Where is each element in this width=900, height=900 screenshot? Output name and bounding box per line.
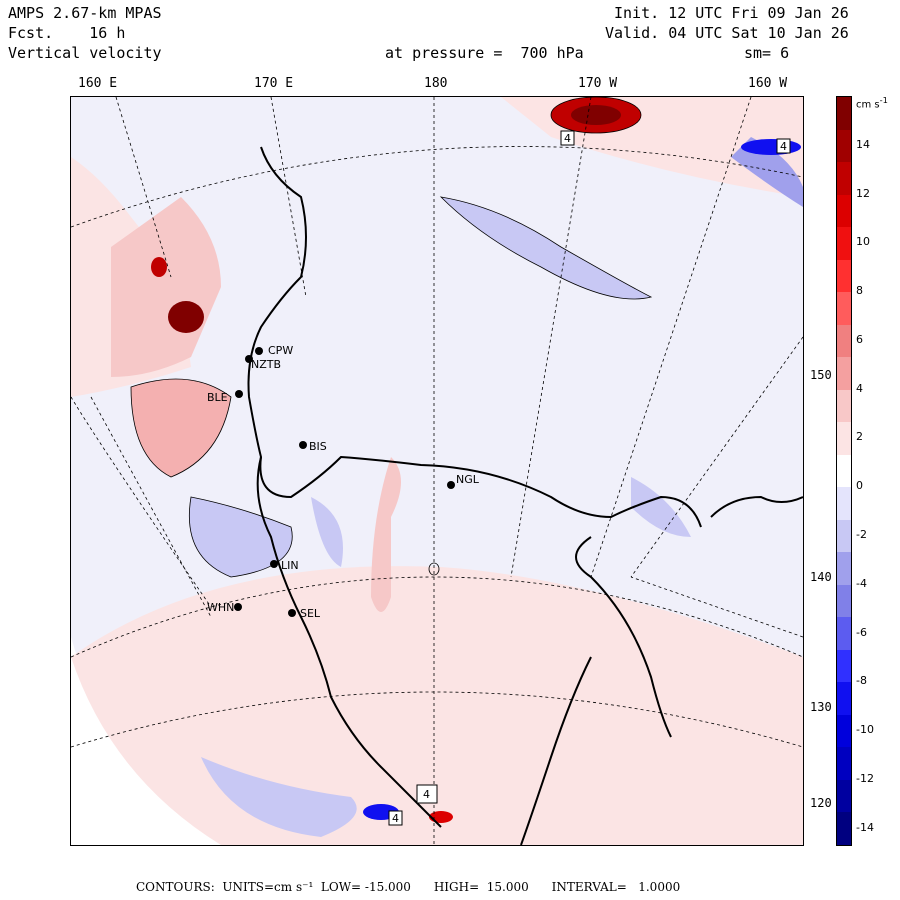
cb-label-0: 0 (856, 479, 863, 493)
model-title: AMPS 2.67-km MPAS (8, 4, 162, 22)
boxed-markers: 4 4 4 4 (388, 130, 791, 826)
stations: CPW NZTB BLE BIS NGL LIN WHN SEL (207, 344, 480, 620)
colorbar-segment (837, 194, 851, 228)
cb-label-neg4: -4 (856, 576, 867, 590)
station-lin-dot (270, 560, 278, 568)
positive-area-coast (111, 197, 221, 377)
lon-tick-170w: 170 W (578, 76, 618, 91)
colorbar-segment (837, 454, 851, 488)
contour-info-footer: CONTOURS: UNITS=cm s⁻¹ LOW= -15.000 HIGH… (136, 880, 681, 894)
negative-area-ne (731, 137, 803, 207)
updraft-west-2 (151, 257, 167, 277)
cb-label-neg2: -2 (856, 528, 867, 542)
station-bis-dot (299, 441, 307, 449)
station-sel-dot (288, 609, 296, 617)
map-frame: CPW NZTB BLE BIS NGL LIN WHN SEL 4 4 4 4 (70, 96, 804, 846)
station-ble-label: BLE (207, 391, 228, 404)
updraft-south (429, 811, 453, 823)
cb-label-6: 6 (856, 332, 863, 346)
colorbar-segment (837, 682, 851, 716)
colorbar-segment (837, 584, 851, 618)
pressure-level: at pressure = 700 hPa (385, 44, 584, 62)
negative-area-west (189, 497, 293, 577)
map-canvas: CPW NZTB BLE BIS NGL LIN WHN SEL 4 4 4 4 (71, 97, 803, 845)
cb-label-4: 4 (856, 381, 863, 395)
station-ngl-dot (447, 481, 455, 489)
colorbar-segment (837, 519, 851, 553)
station-nztb-label: NZTB (251, 358, 281, 371)
station-whn-label: WHN (207, 601, 234, 614)
colorbar-segment (837, 227, 851, 261)
box-marker-ne: 4 (564, 132, 571, 145)
colorbar-segment (837, 552, 851, 586)
colorbar-units: cm s-1 (856, 95, 888, 111)
strong-updraft-west (168, 301, 204, 333)
negative-area-east (631, 477, 691, 537)
colorbar-segment (837, 714, 851, 748)
colorbar-segment (837, 292, 851, 326)
colorbar-segment (837, 389, 851, 423)
forecast-hour: Fcst. 16 h (8, 24, 126, 42)
graticule (71, 97, 803, 845)
field-name: Vertical velocity (8, 44, 162, 62)
negative-area-south (201, 757, 357, 837)
station-ngl-label: NGL (456, 473, 480, 486)
lon-tick-160w: 160 W (748, 76, 788, 91)
valid-time: Valid. 04 UTC Sat 10 Jan 26 (605, 24, 849, 42)
colorbar-segment (837, 129, 851, 163)
cb-label-10: 10 (856, 235, 870, 249)
box-marker-far-ne: 4 (780, 140, 787, 153)
colorbar-segment (837, 259, 851, 293)
strong-downdraft-ne (741, 139, 801, 155)
colorbar-segment (837, 97, 851, 131)
colorbar-segment (837, 162, 851, 196)
colorbar-segment (837, 812, 851, 846)
station-cpw-dot (255, 347, 263, 355)
cb-label-neg10: -10 (856, 723, 874, 737)
colorbar-segment (837, 357, 851, 391)
colorbar-segment (837, 324, 851, 358)
smoothing-value: sm= 6 (744, 44, 790, 62)
cb-label-14: 14 (856, 137, 870, 151)
station-bis-label: BIS (309, 440, 327, 453)
contours (130, 97, 653, 578)
station-ble-dot (235, 390, 243, 398)
cb-label-12: 12 (856, 186, 870, 200)
cb-label-8: 8 (856, 284, 863, 298)
lon-tick-170e: 170 E (254, 76, 294, 91)
colorbar-segment (837, 747, 851, 781)
cb-label-neg12: -12 (856, 771, 874, 785)
colorbar-segment (837, 617, 851, 651)
cb-label-neg14: -14 (856, 820, 874, 834)
lon-tick-180: 180 (424, 76, 448, 91)
colorbar (836, 96, 852, 846)
cb-label-2: 2 (856, 430, 863, 444)
strong-updraft-core (571, 105, 621, 125)
ice-shelf-positive-area (71, 566, 803, 845)
colorbar-segment (837, 422, 851, 456)
missing-data-area (71, 637, 221, 845)
station-lin-label: LIN (281, 559, 299, 572)
coastline (247, 146, 803, 845)
colorbar-segment (837, 649, 851, 683)
station-whn-dot (234, 603, 242, 611)
station-sel-label: SEL (300, 607, 321, 620)
station-nztb-dot (245, 355, 253, 363)
colorbar-segment (837, 779, 851, 813)
init-time: Init. 12 UTC Fri 09 Jan 26 (614, 4, 849, 22)
lon-tick-160e: 160 E (78, 76, 118, 91)
negative-area-bay (311, 497, 343, 567)
box-marker-south: 4 (423, 788, 430, 801)
positive-streak (371, 457, 401, 612)
station-cpw-label: CPW (268, 344, 293, 357)
box-marker-south-2: 4 (392, 812, 399, 825)
negative-area-north (441, 197, 651, 299)
colorbar-segment (837, 487, 851, 521)
cb-label-neg6: -6 (856, 625, 867, 639)
cb-label-neg8: -8 (856, 674, 867, 688)
